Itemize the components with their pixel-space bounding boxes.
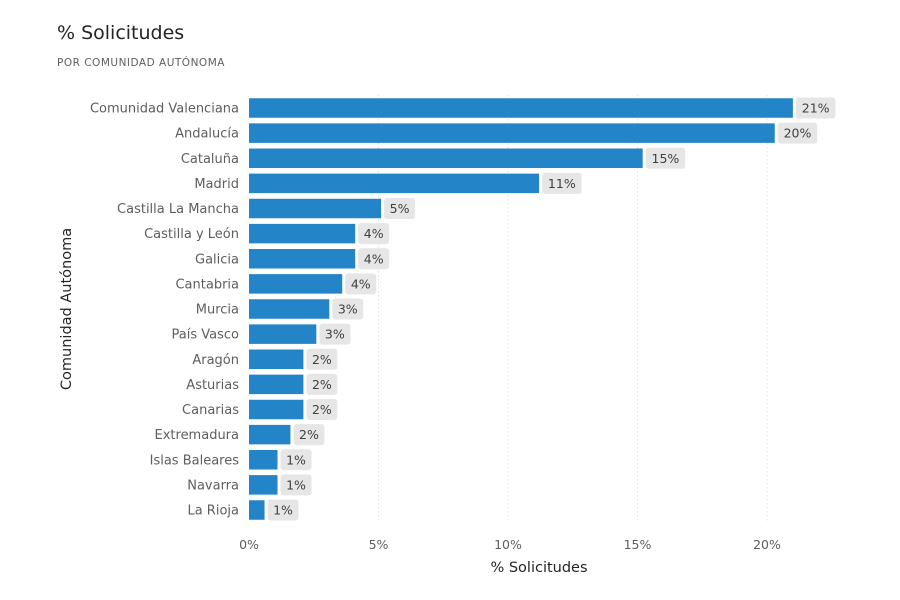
data-label-background bbox=[795, 97, 836, 119]
data-label-background bbox=[280, 474, 312, 496]
bar[interactable] bbox=[249, 500, 265, 520]
x-tick-label: 20% bbox=[753, 537, 781, 552]
data-label: 3% bbox=[338, 302, 358, 317]
category-label: Castilla La Mancha bbox=[117, 202, 239, 217]
data-label: 1% bbox=[286, 452, 306, 467]
data-label: 2% bbox=[312, 402, 332, 417]
bar[interactable] bbox=[249, 123, 775, 143]
category-label: Madrid bbox=[194, 177, 239, 192]
data-label: 4% bbox=[364, 226, 384, 241]
data-label: 2% bbox=[312, 377, 332, 392]
bar[interactable] bbox=[249, 349, 304, 370]
bar[interactable] bbox=[249, 450, 278, 470]
category-label: Cataluña bbox=[181, 152, 239, 167]
data-label-background bbox=[358, 248, 390, 270]
category-label: Castilla y León bbox=[144, 227, 239, 242]
category-label: País Vasco bbox=[172, 328, 240, 343]
bar[interactable] bbox=[249, 424, 291, 445]
category-label: Andalucía bbox=[175, 127, 239, 142]
data-label: 20% bbox=[784, 126, 812, 141]
x-tick-label: 5% bbox=[369, 537, 389, 552]
data-label: 21% bbox=[802, 101, 830, 116]
data-label: 5% bbox=[390, 201, 410, 216]
bar[interactable] bbox=[249, 223, 356, 244]
bar[interactable] bbox=[249, 249, 356, 269]
data-label: 1% bbox=[286, 477, 306, 492]
category-label: Aragón bbox=[192, 353, 239, 368]
data-label: 2% bbox=[312, 352, 332, 367]
bar[interactable] bbox=[249, 198, 382, 219]
bar[interactable] bbox=[249, 399, 304, 420]
data-label: 4% bbox=[364, 251, 384, 266]
bar[interactable] bbox=[249, 374, 304, 395]
data-label-background bbox=[319, 323, 351, 345]
category-label: Canarias bbox=[182, 403, 239, 418]
data-label: 4% bbox=[351, 276, 371, 291]
data-label-background bbox=[384, 198, 416, 219]
y-axis-title: Comunidad Autónoma bbox=[59, 228, 75, 390]
data-label-background bbox=[358, 223, 390, 245]
bar[interactable] bbox=[249, 148, 643, 169]
bar[interactable] bbox=[249, 299, 330, 319]
bar[interactable] bbox=[249, 98, 793, 118]
data-label: 15% bbox=[652, 151, 680, 166]
data-label: 2% bbox=[299, 427, 319, 442]
x-axis-ticks: 0% 5% 10% 15% 20% bbox=[239, 537, 781, 552]
category-label: La Rioja bbox=[187, 504, 239, 519]
category-label: Galicia bbox=[195, 252, 239, 267]
data-label: 1% bbox=[273, 503, 293, 518]
data-label-background bbox=[332, 298, 364, 320]
x-tick-label: 0% bbox=[239, 537, 259, 552]
chart-subtitle: POR COMUNIDAD AUTÓNOMA bbox=[57, 57, 225, 69]
category-label: Asturias bbox=[186, 378, 239, 393]
category-label: Cantabria bbox=[175, 277, 239, 292]
data-label-background bbox=[777, 122, 818, 144]
category-labels: Comunidad Valenciana Andalucía Cataluña Mad… bbox=[90, 102, 239, 519]
data-label-background bbox=[542, 172, 582, 194]
x-tick-label: 10% bbox=[494, 537, 522, 552]
data-label-background bbox=[267, 499, 299, 521]
data-label-background bbox=[306, 373, 338, 395]
data-label-background bbox=[345, 273, 377, 295]
bar[interactable] bbox=[249, 324, 317, 344]
bar[interactable] bbox=[249, 173, 540, 194]
category-label: Navarra bbox=[187, 478, 239, 493]
data-label-background bbox=[306, 348, 338, 370]
data-label: 11% bbox=[548, 176, 576, 191]
category-label: Islas Baleares bbox=[150, 453, 240, 468]
category-label: Murcia bbox=[196, 303, 239, 318]
gridlines bbox=[378, 95, 768, 523]
x-tick-label: 15% bbox=[624, 537, 652, 552]
category-label: Extremadura bbox=[155, 428, 240, 443]
category-label: Comunidad Valenciana bbox=[90, 102, 239, 117]
data-label: 3% bbox=[325, 327, 345, 342]
x-axis-title: % Solicitudes bbox=[490, 560, 587, 576]
data-label-background bbox=[306, 399, 338, 420]
data-label-background bbox=[293, 424, 325, 446]
bars bbox=[249, 98, 793, 520]
bar[interactable] bbox=[249, 274, 343, 294]
data-labels: 21% 20% 15% 11% 5% 4% 4% 4% 3% 3% 2% 2% 2% 2% 1% 1% 1% bbox=[267, 97, 836, 521]
chart-title: % Solicitudes bbox=[57, 22, 185, 44]
data-label-background bbox=[280, 449, 312, 471]
bar[interactable] bbox=[249, 475, 278, 495]
data-label-background bbox=[645, 147, 686, 169]
